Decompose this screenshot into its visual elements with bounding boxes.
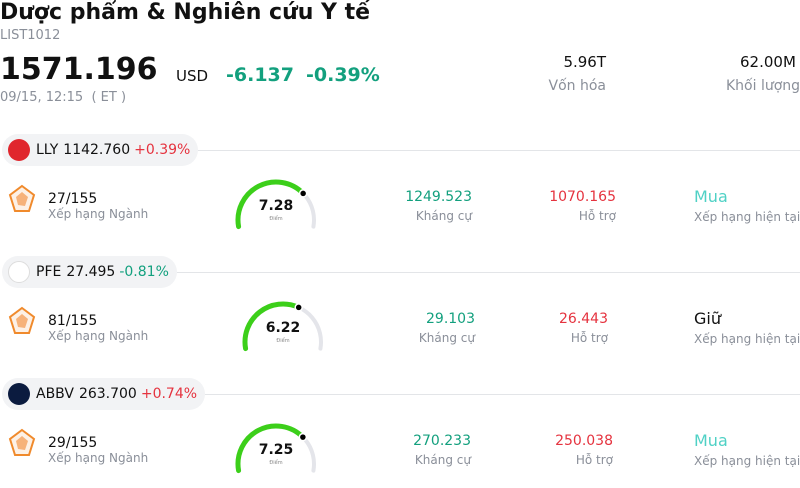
resistance: 29.103 <box>426 311 475 327</box>
score: 6.22 <box>266 320 301 336</box>
resistance-label: Kháng cự <box>418 331 475 345</box>
rank-label: Xếp hạng Ngành <box>48 207 149 221</box>
currency: USD <box>176 67 209 85</box>
stat-label: Khối lượng <box>726 78 800 94</box>
resistance-label: Kháng cự <box>415 209 472 223</box>
time: 09/15, 12:15 ( ET ) <box>0 90 127 105</box>
rating-label: Xếp hạng hiện tại <box>694 210 800 224</box>
separator <box>176 272 800 273</box>
gauge-fill <box>235 423 306 474</box>
score: 7.25 <box>259 442 294 458</box>
code: LIST1012 <box>0 28 61 43</box>
icon-shape <box>16 314 28 328</box>
gauge-dot <box>298 432 308 442</box>
icon-shape <box>16 192 28 206</box>
rank: 81/155 <box>48 313 98 329</box>
title: Dược phẩm & Nghiên cứu Y tế <box>0 0 371 25</box>
price: 1571.196 <box>0 52 158 87</box>
stock-pill[interactable]: ABBV 263.700 +0.74% <box>2 378 206 410</box>
rating: Giữ <box>694 309 721 328</box>
stock-pill[interactable]: LLY 1142.760 +0.39% <box>2 134 199 166</box>
stock-logo <box>8 383 30 405</box>
support-label: Hỗ trợ <box>578 209 616 223</box>
support-label: Hỗ trợ <box>575 453 613 467</box>
rank-label: Xếp hạng Ngành <box>48 329 149 343</box>
stock-pill[interactable]: PFE 27.495 -0.81% <box>2 256 177 288</box>
support: 26.443 <box>559 311 608 327</box>
resistance: 1249.523 <box>405 189 472 205</box>
support-label: Hỗ trợ <box>570 331 608 345</box>
rating-label: Xếp hạng hiện tại <box>694 332 800 346</box>
rank: 29/155 <box>48 435 98 451</box>
rating: Mua <box>694 431 728 450</box>
stock-logo <box>8 139 30 161</box>
rank-icon <box>8 306 36 334</box>
score-label: Điểm <box>269 215 282 222</box>
gauge-fill <box>242 301 302 352</box>
rank-icon <box>8 184 36 212</box>
stat-value: 62.00M <box>740 53 796 71</box>
stock-price: 263.700 <box>78 386 137 402</box>
stock-change: +0.39% <box>134 142 191 158</box>
ticker: ABBV <box>36 386 74 402</box>
support: 1070.165 <box>549 189 616 205</box>
stock-change: +0.74% <box>140 386 198 402</box>
rating-label: Xếp hạng hiện tại <box>694 454 800 468</box>
stock-logo <box>8 261 30 283</box>
ticker: PFE <box>36 264 62 280</box>
change: -6.137 <box>226 64 294 86</box>
change-pct: -0.39% <box>306 64 380 86</box>
rank-icon <box>8 428 36 456</box>
gauge-dot <box>294 303 303 312</box>
score: 7.28 <box>259 198 294 214</box>
support: 250.038 <box>555 433 613 449</box>
stat-label: Vốn hóa <box>548 78 606 94</box>
stock-price: 1142.760 <box>63 142 131 158</box>
icon-shape <box>16 436 28 450</box>
score-label: Điểm <box>276 337 289 344</box>
score-label: Điểm <box>269 459 282 466</box>
ticker: LLY <box>36 142 59 158</box>
separator <box>198 150 800 151</box>
rating: Mua <box>694 187 728 206</box>
rank-label: Xếp hạng Ngành <box>48 451 149 465</box>
rank: 27/155 <box>48 191 98 207</box>
gauge-dot <box>298 189 308 198</box>
gauge-fill <box>235 179 306 230</box>
stock-price: 27.495 <box>66 264 116 280</box>
separator <box>205 394 800 395</box>
stat-value: 5.96T <box>563 53 606 71</box>
resistance-label: Kháng cự <box>414 453 471 467</box>
resistance: 270.233 <box>413 433 471 449</box>
stock-change: -0.81% <box>119 264 169 280</box>
